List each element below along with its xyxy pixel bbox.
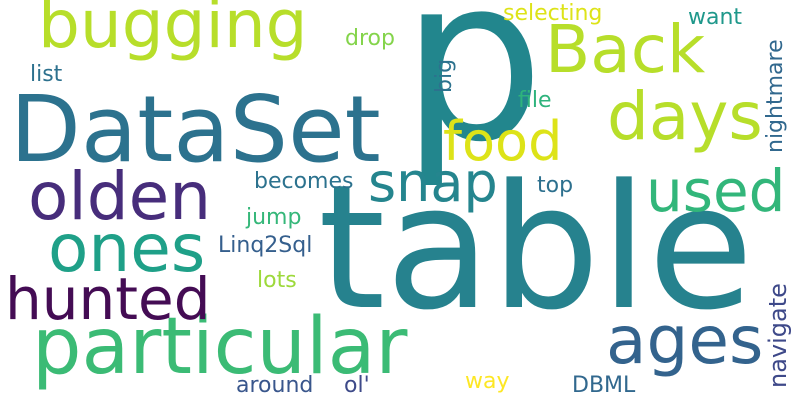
word-file: file — [518, 88, 552, 113]
word-nightmare: nightmare — [763, 39, 788, 153]
word-hunted: hunted — [5, 265, 211, 333]
word-days: days — [607, 78, 763, 155]
word-big: big — [432, 58, 457, 93]
word-p: p — [401, 0, 545, 192]
word-want: want — [688, 5, 743, 30]
word-olden: olden — [28, 158, 212, 235]
word-top: top — [537, 173, 574, 198]
word-ages: ages — [606, 302, 764, 379]
word-navigate: navigate — [764, 283, 792, 388]
word-table: table — [318, 147, 754, 348]
word-way: way — [465, 369, 510, 394]
word-used: used — [646, 157, 786, 225]
word-food: food — [443, 110, 563, 173]
word-lots: lots — [257, 268, 297, 293]
word-drop: drop — [345, 26, 395, 51]
word-selecting: selecting — [503, 1, 603, 26]
word-jump: jump — [246, 205, 302, 230]
word-snap: snap — [368, 151, 498, 214]
word-back: Back — [545, 11, 706, 88]
word-dataset: DataSet — [10, 76, 381, 183]
word-becomes: becomes — [254, 169, 354, 194]
word-ones: ones — [48, 210, 206, 287]
word-bugging: bugging — [38, 0, 308, 63]
word-particular: particular — [32, 302, 408, 392]
word-dbml: DBML — [572, 373, 636, 398]
word-list: list — [30, 62, 63, 87]
word-around: around — [236, 373, 314, 398]
word-ol: ol' — [344, 373, 370, 398]
word-linq2sql: Linq2Sql — [218, 233, 313, 258]
